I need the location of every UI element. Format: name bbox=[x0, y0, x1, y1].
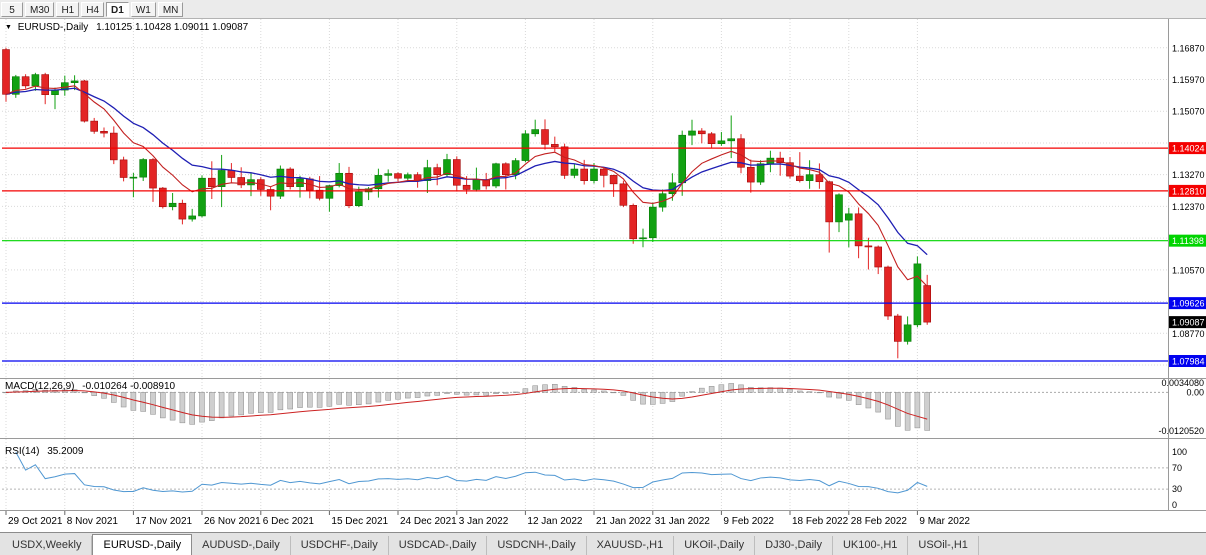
chart-tab-xauusd-h1[interactable]: XAUUSD-,H1 bbox=[587, 536, 675, 555]
date-label: 6 Dec 2021 bbox=[263, 516, 315, 527]
date-label: 15 Dec 2021 bbox=[331, 516, 388, 527]
svg-text:1.09087: 1.09087 bbox=[1172, 318, 1205, 328]
current-price-label: 1.09087 bbox=[1169, 316, 1206, 329]
level-price-label: 1.07984 bbox=[1169, 354, 1206, 367]
date-label: 26 Nov 2021 bbox=[204, 516, 261, 527]
grid-lines bbox=[2, 19, 1168, 510]
price-axis-label: 1.15070 bbox=[1172, 107, 1205, 117]
timeframe-button-h1[interactable]: H1 bbox=[56, 1, 80, 17]
rsi-axis-label: 100 bbox=[1172, 447, 1187, 457]
price-axis-label: 1.12370 bbox=[1172, 202, 1205, 212]
chart-tabs-bar: USDX,Weekly EURUSD-,Daily AUDUSD-,Daily USD… bbox=[0, 532, 1206, 555]
rsi-label: RSI(14) bbox=[5, 446, 40, 457]
chart-ohlc-values: 1.10125 1.10428 1.09011 1.09087 bbox=[96, 22, 249, 33]
rsi-value: 35.2009 bbox=[47, 446, 84, 457]
candles bbox=[2, 47, 932, 359]
chart-tab-usdchf-daily[interactable]: USDCHF-,Daily bbox=[291, 536, 389, 555]
time-axis[interactable]: 29 Oct 2021 8 Nov 2021 17 Nov 2021 26 Nov 2… bbox=[5, 511, 970, 527]
timeframe-toolbar: 5 M30 H1 H4 D1 W1 MN bbox=[0, 0, 1206, 19]
macd-axis-label: -0.0120520 bbox=[1158, 426, 1204, 436]
level-price-label: 1.09626 bbox=[1169, 297, 1206, 310]
ma-fast-line bbox=[5, 85, 928, 287]
rsi-line bbox=[15, 451, 928, 494]
svg-text:1.11398: 1.11398 bbox=[1172, 236, 1204, 246]
level-price-label: 1.12810 bbox=[1169, 184, 1206, 197]
chart-tab-ukoil-daily[interactable]: UKOil-,Daily bbox=[674, 536, 756, 555]
chart-title: ▼ EURUSD-,Daily 1.10125 1.10428 1.09011 … bbox=[5, 22, 248, 33]
date-label: 17 Nov 2021 bbox=[135, 516, 192, 527]
date-label: 12 Jan 2022 bbox=[527, 516, 582, 527]
svg-text:1.09626: 1.09626 bbox=[1172, 299, 1205, 309]
timeframe-button-mn[interactable]: MN bbox=[157, 1, 184, 17]
chart-dropdown-icon[interactable]: ▼ bbox=[5, 24, 12, 31]
chart-tab-usdcnh-daily[interactable]: USDCNH-,Daily bbox=[487, 536, 587, 555]
date-label: 9 Mar 2022 bbox=[919, 516, 970, 527]
timeframe-button-m30[interactable]: M30 bbox=[25, 1, 55, 17]
rsi-indicator-title: RSI(14) 35.2009 bbox=[5, 446, 83, 457]
price-axis-label: 1.13270 bbox=[1172, 170, 1205, 180]
chart-canvas[interactable]: 1.16870 1.15970 1.15070 1.13270 1.12370 1.105… bbox=[0, 19, 1206, 532]
price-axis[interactable] bbox=[1169, 19, 1206, 510]
date-label: 29 Oct 2021 bbox=[8, 516, 63, 527]
price-axis-label: 1.16870 bbox=[1172, 43, 1205, 53]
macd-signal-line bbox=[5, 387, 928, 420]
date-label: 21 Jan 2022 bbox=[596, 516, 651, 527]
macd-histogram bbox=[3, 383, 930, 431]
macd-label: MACD(12,26,9) bbox=[5, 381, 75, 392]
level-price-label: 1.11398 bbox=[1169, 234, 1206, 247]
svg-text:1.07984: 1.07984 bbox=[1172, 356, 1205, 366]
date-label: 24 Dec 2021 bbox=[400, 516, 457, 527]
rsi-axis-label: 30 bbox=[1172, 484, 1182, 494]
rsi-axis-label: 0 bbox=[1172, 500, 1177, 510]
chart-tab-usdx-weekly[interactable]: USDX,Weekly bbox=[2, 536, 93, 555]
date-label: 3 Jan 2022 bbox=[459, 516, 509, 527]
chart-tab-uk100-h1[interactable]: UK100-,H1 bbox=[833, 536, 909, 555]
timeframe-button-d1[interactable]: D1 bbox=[106, 1, 129, 17]
timeframe-button-h4[interactable]: H4 bbox=[81, 1, 105, 17]
svg-text:1.14024: 1.14024 bbox=[1172, 144, 1205, 154]
date-label: 9 Feb 2022 bbox=[723, 516, 774, 527]
date-label: 8 Nov 2021 bbox=[67, 516, 119, 527]
svg-text:1.12810: 1.12810 bbox=[1172, 186, 1205, 196]
chart-tab-usoil-h1[interactable]: USOil-,H1 bbox=[908, 536, 979, 555]
chart-tab-audusd-daily[interactable]: AUDUSD-,Daily bbox=[192, 536, 291, 555]
macd-indicator-title: MACD(12,26,9) -0.010264 -0.008910 bbox=[5, 381, 175, 392]
timeframe-button-5[interactable]: 5 bbox=[1, 1, 23, 17]
rsi-axis-label: 70 bbox=[1172, 463, 1182, 473]
chart-symbol-label: EURUSD-,Daily bbox=[17, 22, 89, 33]
date-label: 18 Feb 2022 bbox=[792, 516, 849, 527]
price-axis-label: 1.08770 bbox=[1172, 329, 1205, 339]
timeframe-button-w1[interactable]: W1 bbox=[130, 1, 156, 17]
price-axis-label: 1.10570 bbox=[1172, 265, 1205, 275]
chart-tab-usdcad-daily[interactable]: USDCAD-,Daily bbox=[389, 536, 488, 555]
macd-axis-label: 0.00 bbox=[1186, 387, 1204, 397]
chart-tab-dj30-daily[interactable]: DJ30-,Daily bbox=[755, 536, 833, 555]
level-price-label: 1.14024 bbox=[1169, 142, 1206, 155]
date-label: 31 Jan 2022 bbox=[655, 516, 710, 527]
chart-tab-eurusd-daily[interactable]: EURUSD-,Daily bbox=[92, 534, 193, 555]
price-axis-label: 1.15970 bbox=[1172, 75, 1205, 85]
date-label: 28 Feb 2022 bbox=[851, 516, 908, 527]
macd-values: -0.010264 -0.008910 bbox=[82, 381, 176, 392]
macd-axis-label: 0.0034080 bbox=[1161, 378, 1204, 388]
